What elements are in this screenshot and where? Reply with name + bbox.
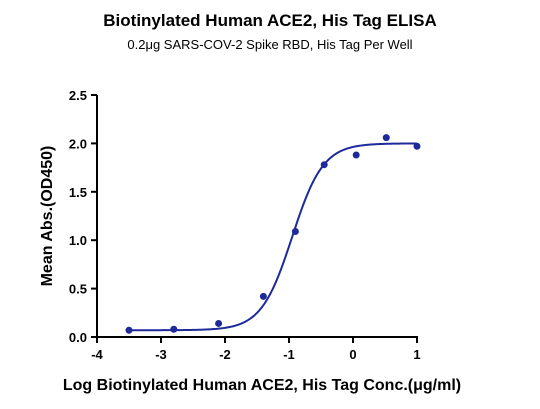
chart-title: Biotinylated Human ACE2, His Tag ELISA — [103, 11, 436, 30]
y-tick-label: 0.0 — [69, 330, 87, 345]
data-point — [125, 326, 133, 334]
x-tick-label: 0 — [349, 347, 356, 362]
x-axis-label: Log Biotinylated Human ACE2, His Tag Con… — [63, 377, 461, 394]
x-tick-label: -3 — [155, 347, 167, 362]
data-point — [215, 319, 223, 327]
data-point — [170, 325, 178, 333]
fit-curve — [129, 142, 417, 332]
data-point — [382, 134, 390, 142]
y-tick-label: 0.5 — [69, 282, 87, 297]
x-tick-label: 1 — [413, 347, 420, 362]
data-point — [291, 227, 299, 235]
y-tick-label: 1.5 — [69, 185, 87, 200]
y-axis-label: Mean Abs.(OD450) — [39, 146, 56, 287]
data-point — [259, 292, 267, 300]
data-point — [413, 142, 421, 150]
data-points — [125, 134, 421, 334]
data-point — [352, 151, 360, 159]
chart-subtitle: 0.2μg SARS-COV-2 Spike RBD, His Tag Per … — [127, 37, 412, 52]
y-tick-label: 1.0 — [69, 233, 87, 248]
x-axis-ticks: -4 -3 -2 -1 0 1 — [91, 337, 421, 362]
x-tick-label: -4 — [91, 347, 103, 362]
x-tick-label: -1 — [283, 347, 295, 362]
x-tick-label: -2 — [219, 347, 231, 362]
data-point — [320, 161, 328, 169]
y-tick-label: 2.0 — [69, 136, 87, 151]
y-tick-label: 2.5 — [69, 88, 87, 103]
y-axis-ticks: 0.0 0.5 1.0 1.5 2.0 2.5 — [69, 88, 97, 345]
